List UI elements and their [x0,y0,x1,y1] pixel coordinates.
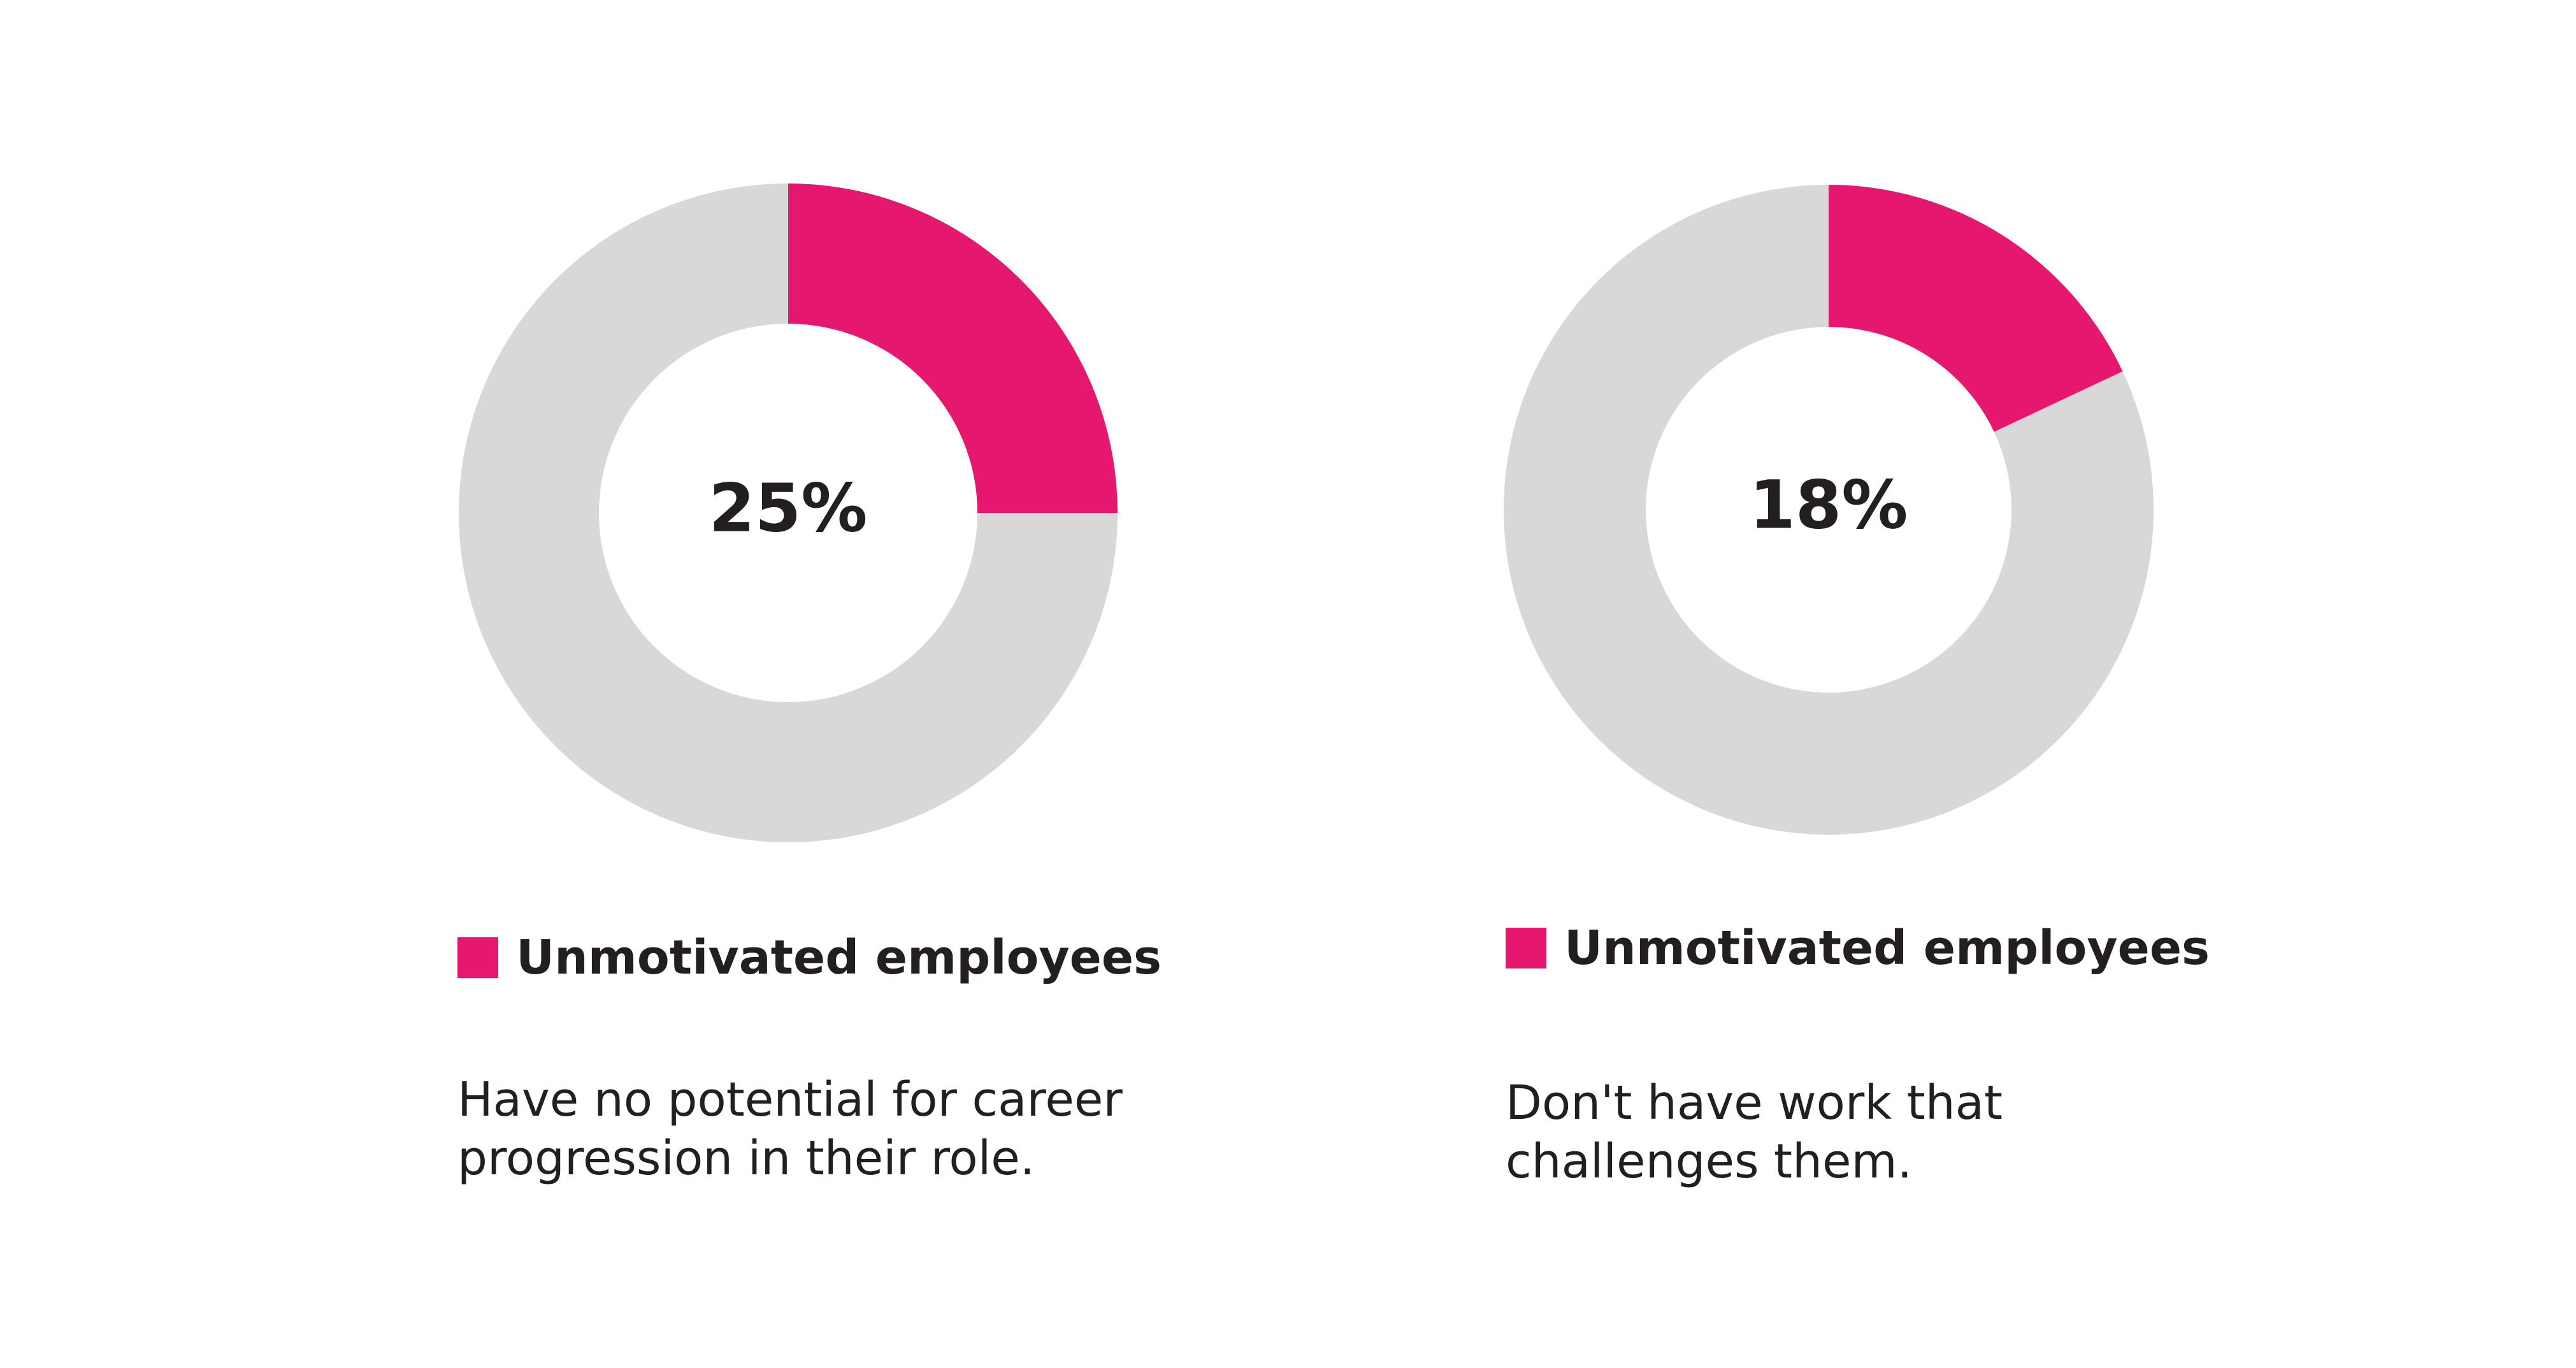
donut-slice-highlight [1829,185,2123,432]
donut-center-value: 25% [709,469,868,547]
donut-chart: 18% [1504,185,2154,835]
donut-slices [1504,185,2154,835]
donut-center-value: 18% [1750,466,1908,544]
legend-swatch [1506,928,1546,968]
description-text: Don't have work that challenges them. [1506,1074,2334,1191]
donut-chart-panel-career-progression: 25% Unmotivated employees Have no potent… [395,0,1287,1368]
legend-label: Unmotivated employees [516,930,1162,985]
legend: Unmotivated employees [1506,921,2210,976]
description-line: Don't have work that [1506,1076,2003,1130]
legend-label: Unmotivated employees [1564,921,2210,976]
donut-slice-remainder [459,184,1118,842]
donut-slice-highlight [788,184,1118,513]
description-text: Have no potential for career progression… [457,1070,1286,1188]
description-line: Have no potential for career [457,1072,1123,1127]
donut-slice-remainder [1504,185,2154,835]
legend-swatch [457,937,498,978]
donut-slices [459,184,1118,842]
description-line: progression in their role. [457,1131,1035,1186]
description-line: challenges them. [1506,1134,1913,1189]
donut-chart-panel-challenging-work: 18% Unmotivated employees Don't have wor… [1440,0,2332,1368]
legend: Unmotivated employees [457,930,1162,985]
donut-chart: 25% [459,184,1118,842]
